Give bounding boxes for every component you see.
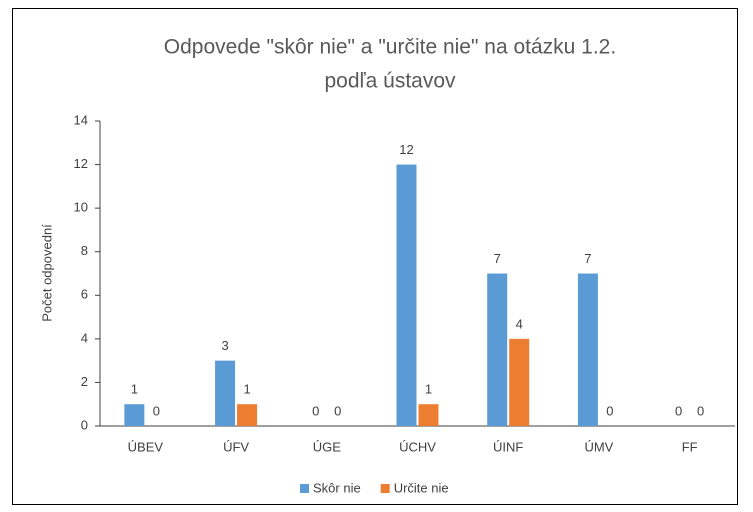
data-label: 7: [494, 251, 501, 266]
x-tick-label: ÚMV: [584, 439, 613, 454]
legend-label: Určite nie: [394, 480, 449, 495]
data-label: 12: [399, 142, 413, 157]
data-label: 1: [425, 382, 432, 397]
legend-label: Skôr nie: [313, 480, 361, 495]
data-label: 4: [516, 316, 523, 331]
y-tick-label: 4: [81, 330, 88, 345]
bar: [237, 404, 258, 426]
y-axis-label: Počet odpovední: [39, 224, 54, 322]
x-tick-label: ÚGE: [313, 439, 342, 454]
bar: [509, 338, 530, 426]
bar: [215, 360, 236, 426]
data-label: 0: [697, 403, 704, 418]
chart-title: Odpovede "skôr nie" a "určite nie" na ot…: [164, 36, 616, 59]
y-tick-label: 12: [74, 156, 88, 171]
data-label: 0: [606, 403, 613, 418]
data-label: 0: [153, 403, 160, 418]
y-tick-label: 0: [81, 417, 88, 432]
x-tick-label: FF: [682, 439, 698, 454]
data-label: 1: [243, 382, 250, 397]
data-label: 0: [312, 403, 319, 418]
x-tick-label: ÚCHV: [399, 439, 436, 454]
bar: [396, 164, 417, 427]
x-tick-label: ÚBEV: [128, 439, 164, 454]
y-tick-label: 2: [81, 374, 88, 389]
data-label: 1: [131, 382, 138, 397]
bar: [124, 404, 145, 426]
data-label: 3: [221, 338, 228, 353]
x-tick-label: ÚFV: [223, 439, 249, 454]
y-tick-label: 14: [74, 112, 88, 127]
y-tick-label: 10: [74, 200, 88, 215]
data-label: 7: [584, 251, 591, 266]
chart-title: podľa ústavov: [324, 70, 456, 93]
data-label: 0: [675, 403, 682, 418]
y-tick-label: 6: [81, 287, 88, 302]
data-label: 0: [334, 403, 341, 418]
x-tick-label: ÚINF: [493, 439, 523, 454]
bar: [487, 273, 508, 426]
bar: [418, 404, 439, 426]
bar: [577, 273, 598, 426]
legend-swatch: [380, 484, 390, 493]
legend-swatch: [300, 484, 309, 493]
y-tick-label: 8: [81, 243, 88, 258]
